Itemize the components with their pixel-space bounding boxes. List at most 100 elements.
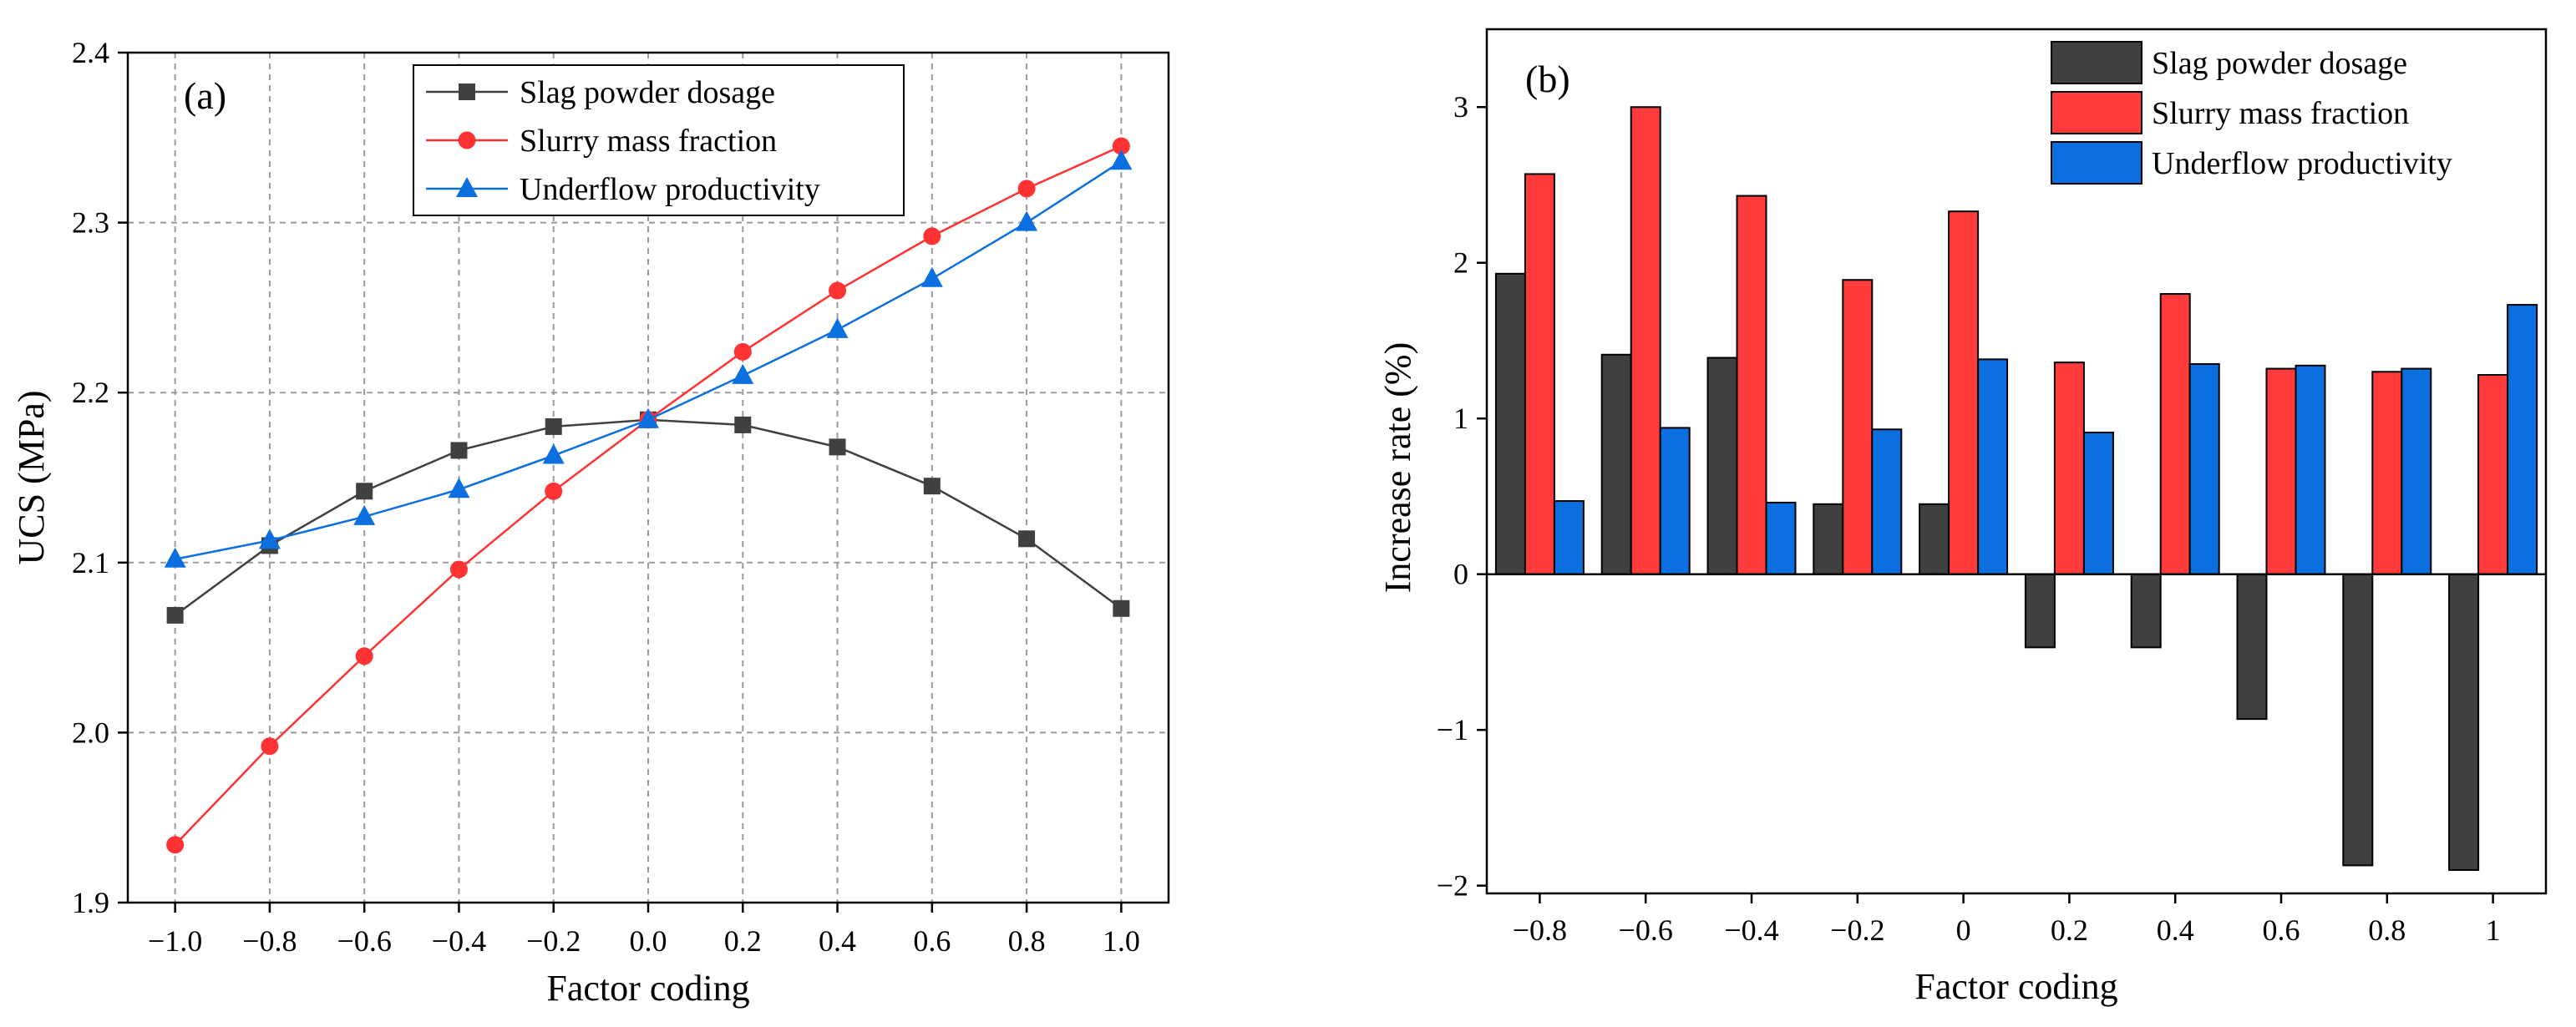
panel-b-bar — [2342, 573, 2374, 867]
panel-b-legend-label: Slurry mass fraction — [2152, 96, 2409, 131]
panel-a-x-tick-label: 0.6 — [913, 924, 951, 958]
panel-a-x-tick-label: −0.4 — [432, 924, 486, 958]
panel-a-data-point — [449, 560, 468, 579]
panel-b-bar — [1919, 503, 1950, 575]
panel-b-bar — [1871, 428, 1903, 575]
panel-b-bar — [1600, 353, 1632, 575]
panel-b-label: (b) — [1525, 58, 1570, 100]
panel-a-y-tick-label: 1.9 — [72, 886, 109, 919]
panel-a-data-point — [637, 407, 659, 428]
panel-a-data-point — [1016, 210, 1038, 231]
panel-a-legend-label: Underflow productivity — [520, 172, 820, 207]
panel-a-x-axis-title: Factor coding — [546, 968, 749, 1009]
panel-a-x-tick-label: 1.0 — [1103, 924, 1140, 958]
panel-b-bar — [1553, 500, 1585, 575]
panel-b-legend-swatch — [2051, 41, 2142, 84]
panel-b-bar — [2448, 573, 2480, 872]
panel-b-x-tick-label: −0.4 — [1724, 913, 1778, 947]
panel-a-y-tick-label: 2.0 — [72, 716, 109, 749]
panel-b-bar — [1524, 173, 1555, 575]
panel-b-bar — [2188, 362, 2220, 575]
panel-a-legend-label: Slurry mass fraction — [520, 124, 777, 159]
panel-b-x-tick-label: 1 — [2486, 913, 2501, 947]
panel-b-bar — [1842, 279, 1874, 575]
panel-a-y-tick-label: 2.2 — [72, 376, 109, 409]
panel-b-bar — [2236, 573, 2268, 721]
panel-b-x-tick-label: 0.4 — [2157, 913, 2194, 947]
panel-a-data-point — [166, 836, 185, 854]
panel-b-bar — [1630, 106, 1661, 575]
panel-b-x-axis-title: Factor coding — [1914, 966, 2117, 1007]
panel-a-y-tick-label: 2.3 — [72, 206, 109, 240]
panel-a-legend: Slag powder dosage Slurry mass fraction Un… — [413, 64, 905, 216]
panel-b-bar — [1765, 501, 1797, 575]
panel-b-y-tick-label: 2 — [1453, 246, 1468, 280]
panel-b-bar — [2082, 432, 2114, 575]
panel-b-y-tick-label: 3 — [1453, 90, 1468, 124]
panel-b-bar — [2477, 374, 2509, 575]
panel-b-bar — [2024, 573, 2056, 649]
panel-b-bar — [2371, 371, 2403, 575]
panel-a-data-point — [166, 606, 184, 624]
panel-b-bar — [2295, 364, 2326, 575]
panel-a-line-chart: −1.0 −0.8 −0.6 −0.4 −0.2 0.0 0.2 0.4 0.6 0.8 1.0 1.… — [11, 36, 1170, 1009]
panel-b-y-tick-label: 0 — [1453, 558, 1468, 591]
panel-b-bar — [2401, 367, 2432, 575]
panel-b-bar — [2053, 362, 2085, 575]
panel-a-legend-label: Slag powder dosage — [520, 75, 775, 110]
panel-b-bar — [1494, 272, 1526, 575]
panel-a-data-point — [353, 504, 376, 525]
panel-a-x-tick-label: −0.6 — [337, 924, 392, 958]
panel-a-data-point — [1018, 530, 1036, 548]
panel-a-data-point — [261, 737, 279, 756]
panel-a-data-point — [164, 547, 186, 568]
panel-b-bar — [1813, 503, 1844, 575]
panel-a-data-point — [923, 478, 941, 495]
panel-a-legend-marker — [456, 177, 478, 197]
panel-b-x-tick-label: −0.8 — [1513, 913, 1567, 947]
panel-a-data-point — [545, 482, 563, 500]
panel-a-data-point — [545, 417, 562, 435]
panel-a-x-tick-label: 0.0 — [630, 924, 667, 958]
panel-b-bar — [2159, 293, 2191, 575]
panel-b-bar — [2507, 304, 2538, 575]
panel-a-data-point — [542, 443, 565, 464]
panel-a-x-tick-label: −0.8 — [242, 924, 297, 958]
panel-a-data-point — [1110, 149, 1133, 170]
panel-a-series — [164, 137, 1133, 854]
panel-a-data-point — [1017, 180, 1036, 198]
panel-a-data-point — [258, 529, 281, 549]
panel-a-data-point — [356, 483, 373, 500]
panel-b-bar — [1706, 357, 1738, 575]
panel-b-legend-label: Slag powder dosage — [2152, 46, 2407, 81]
panel-b-y-axis-title: Increase rate (%) — [1377, 342, 1418, 593]
panel-a-data-point — [733, 342, 752, 361]
panel-a-y-tick-label: 2.1 — [72, 546, 109, 579]
panel-a-data-point — [448, 478, 470, 498]
panel-b-bars — [1494, 106, 2538, 872]
panel-b-x-tick-label: 0.2 — [2051, 913, 2088, 947]
panel-b-bar — [2265, 367, 2297, 575]
panel-a-ticks: −1.0 −0.8 −0.6 −0.4 −0.2 0.0 0.2 0.4 0.6 0.8 1.0 1.… — [72, 36, 1140, 958]
panel-b-legend-label: Underflow productivity — [2152, 146, 2452, 181]
panel-b-bar — [1977, 358, 2009, 575]
panel-a-x-tick-label: −0.2 — [526, 924, 581, 958]
panel-a-legend-marker — [459, 83, 475, 100]
panel-a-data-point — [450, 442, 468, 459]
panel-a-data-point — [355, 647, 373, 665]
panel-b-x-tick-label: 0 — [1956, 913, 1971, 947]
panel-a-data-point — [732, 363, 754, 384]
panel-b-x-tick-label: 0.8 — [2368, 913, 2406, 947]
panel-a-data-point — [1113, 600, 1130, 617]
panel-a-label: (a) — [184, 74, 226, 117]
panel-a-x-tick-label: 0.8 — [1008, 924, 1046, 958]
panel-b-y-tick-label: −1 — [1437, 713, 1468, 746]
panel-a-data-point — [920, 266, 943, 287]
panel-a-data-point — [1112, 137, 1130, 155]
panel-b-bar — [2130, 573, 2162, 649]
panel-a-data-point — [829, 281, 847, 300]
panel-a-data-point — [734, 416, 752, 433]
panel-a-data-point — [826, 317, 849, 338]
panel-b-bar — [1948, 210, 1980, 575]
